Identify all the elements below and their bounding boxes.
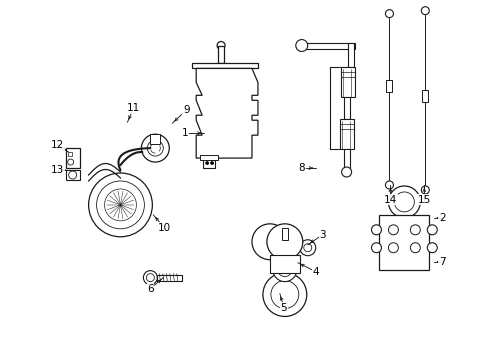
Bar — [339, 119, 353, 149]
Circle shape — [385, 10, 393, 18]
Bar — [343, 97, 349, 119]
Text: 10: 10 — [158, 223, 170, 233]
Text: 11: 11 — [126, 103, 140, 113]
Circle shape — [251, 224, 287, 260]
Bar — [340, 67, 354, 97]
Circle shape — [96, 181, 144, 229]
Circle shape — [427, 243, 436, 253]
Circle shape — [427, 225, 436, 235]
Circle shape — [217, 41, 224, 50]
Text: 4: 4 — [312, 267, 318, 276]
Text: 9: 9 — [183, 105, 189, 115]
Bar — [203, 158, 215, 168]
Circle shape — [421, 186, 428, 194]
Circle shape — [387, 186, 420, 218]
Circle shape — [394, 192, 413, 212]
Bar — [379, 215, 428, 270]
Bar — [281, 228, 287, 240]
Circle shape — [277, 263, 291, 276]
Text: 2: 2 — [438, 213, 445, 223]
Bar — [150, 134, 160, 144]
Polygon shape — [196, 68, 258, 158]
Bar — [347, 42, 353, 67]
Circle shape — [341, 167, 351, 177]
Polygon shape — [192, 63, 258, 68]
Text: 3: 3 — [319, 230, 325, 240]
Bar — [67, 152, 72, 156]
Circle shape — [299, 240, 315, 256]
Text: 7: 7 — [438, 257, 445, 267]
Circle shape — [146, 274, 154, 282]
Text: 12: 12 — [51, 140, 64, 150]
Circle shape — [371, 225, 381, 235]
Circle shape — [409, 225, 420, 235]
Circle shape — [141, 134, 169, 162]
Circle shape — [67, 159, 74, 165]
Circle shape — [272, 258, 296, 282]
Circle shape — [421, 7, 428, 15]
Text: 13: 13 — [51, 165, 64, 175]
Bar — [422, 90, 427, 102]
Bar — [343, 149, 349, 169]
Bar — [157, 275, 182, 280]
Circle shape — [266, 224, 302, 260]
Bar — [200, 155, 218, 160]
Circle shape — [303, 244, 311, 252]
Bar — [304, 42, 354, 49]
Circle shape — [295, 40, 307, 51]
Bar — [65, 148, 80, 168]
Circle shape — [68, 171, 77, 179]
Text: 5: 5 — [280, 302, 286, 312]
Circle shape — [88, 173, 152, 237]
Bar — [218, 45, 224, 63]
Circle shape — [205, 162, 208, 165]
Circle shape — [104, 189, 136, 221]
Text: 15: 15 — [417, 195, 430, 205]
Circle shape — [387, 243, 398, 253]
Circle shape — [409, 243, 420, 253]
Circle shape — [270, 280, 298, 309]
Bar — [269, 255, 299, 273]
Circle shape — [210, 162, 213, 165]
Bar — [386, 80, 392, 92]
Bar — [65, 170, 80, 180]
Text: 8: 8 — [298, 163, 305, 173]
Text: 6: 6 — [147, 284, 153, 293]
Circle shape — [143, 271, 157, 285]
Text: 14: 14 — [383, 195, 396, 205]
Circle shape — [147, 140, 163, 156]
Text: 1: 1 — [182, 128, 188, 138]
Circle shape — [387, 225, 398, 235]
Circle shape — [371, 243, 381, 253]
Circle shape — [263, 273, 306, 316]
Circle shape — [385, 181, 393, 189]
